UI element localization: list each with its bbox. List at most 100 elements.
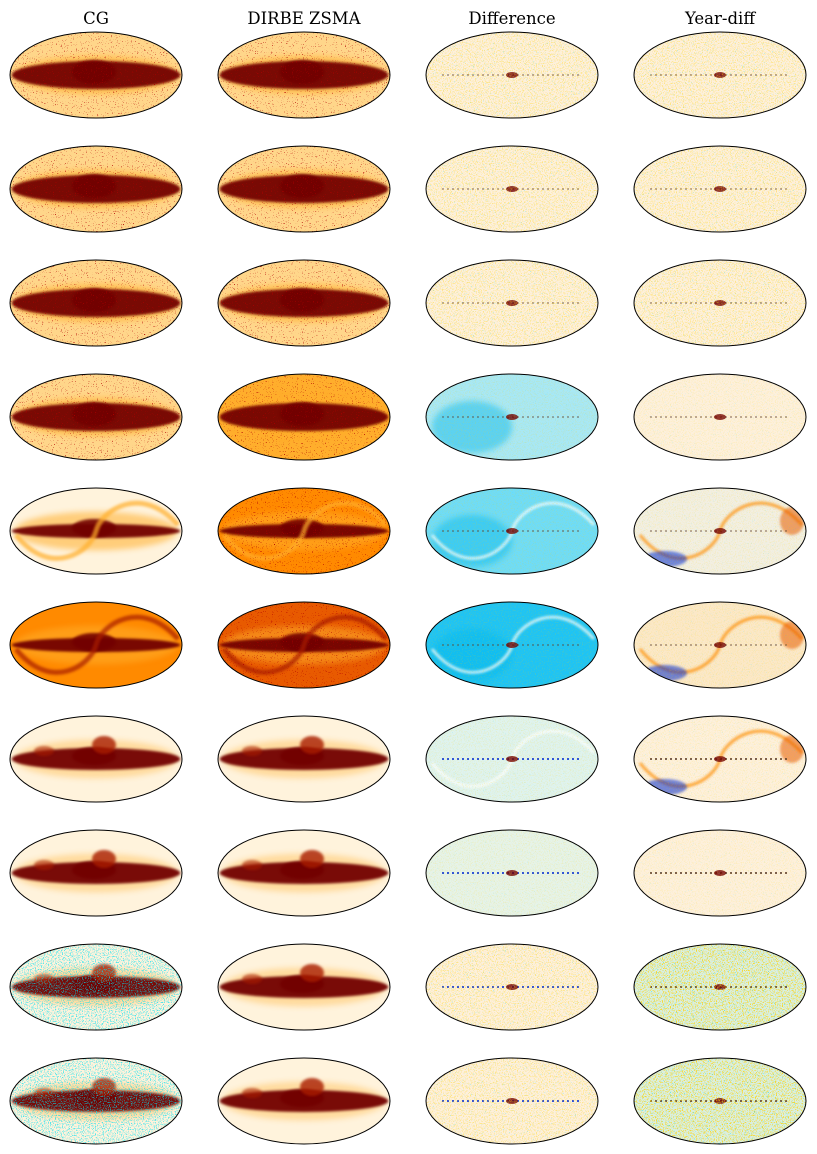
map-panel-r6-c3 bbox=[425, 601, 599, 689]
map-panel-r3-c2 bbox=[217, 259, 391, 347]
mollweide-outline bbox=[9, 259, 183, 347]
outer-cloud bbox=[242, 974, 262, 984]
mollweide-outline bbox=[217, 601, 391, 689]
map-panel-r5-c3 bbox=[425, 487, 599, 575]
residual-speckle-orange bbox=[634, 602, 806, 688]
map-content bbox=[218, 374, 390, 460]
map-panel-r4-c1 bbox=[9, 373, 183, 461]
mollweide-outline bbox=[9, 145, 183, 233]
map-content bbox=[426, 944, 598, 1030]
map-panel-r9-c4 bbox=[633, 943, 807, 1031]
ophiuchus-cloud bbox=[92, 736, 116, 754]
map-content bbox=[426, 716, 598, 802]
noise-speckle bbox=[10, 944, 182, 1030]
mollweide-outline bbox=[217, 1057, 391, 1145]
residual-speckle-orange bbox=[426, 146, 598, 232]
residual-speckle-orange bbox=[426, 374, 598, 460]
map-panel-r4-c4 bbox=[633, 373, 807, 461]
mollweide-outline bbox=[425, 601, 599, 689]
map-content bbox=[634, 830, 806, 916]
map-content bbox=[426, 374, 598, 460]
map-content bbox=[218, 488, 390, 574]
map-panel-r10-c3 bbox=[425, 1057, 599, 1145]
map-panel-r5-c4 bbox=[633, 487, 807, 575]
ophiuchus-cloud bbox=[300, 964, 324, 982]
mollweide-outline bbox=[425, 1057, 599, 1145]
map-panel-r6-c1 bbox=[9, 601, 183, 689]
mollweide-outline bbox=[425, 715, 599, 803]
map-content bbox=[10, 1058, 182, 1144]
residual-speckle-orange bbox=[634, 830, 806, 916]
map-panel-r1-c4 bbox=[633, 31, 807, 119]
map-content bbox=[426, 1058, 598, 1144]
residual-speckle-orange bbox=[634, 260, 806, 346]
residual-speckle-orange bbox=[634, 146, 806, 232]
residual-speckle-orange bbox=[426, 716, 598, 802]
map-content bbox=[218, 1058, 390, 1144]
ophiuchus-cloud bbox=[92, 850, 116, 868]
residual-speckle-orange bbox=[426, 1058, 598, 1144]
map-panel-r2-c3 bbox=[425, 145, 599, 233]
map-content bbox=[218, 830, 390, 916]
map-panel-r10-c1 bbox=[9, 1057, 183, 1145]
map-panel-r9-c2 bbox=[217, 943, 391, 1031]
map-panel-r4-c3 bbox=[425, 373, 599, 461]
mollweide-outline bbox=[633, 1057, 807, 1145]
map-panel-r2-c2 bbox=[217, 145, 391, 233]
point-sources bbox=[10, 32, 182, 118]
mollweide-outline bbox=[425, 31, 599, 119]
mollweide-outline bbox=[9, 829, 183, 917]
map-content bbox=[634, 146, 806, 232]
mollweide-outline bbox=[9, 715, 183, 803]
mollweide-outline bbox=[425, 373, 599, 461]
column-title-2: Difference bbox=[468, 9, 555, 28]
map-content bbox=[634, 602, 806, 688]
mollweide-outline bbox=[633, 829, 807, 917]
map-panel-r8-c1 bbox=[9, 829, 183, 917]
map-panel-r8-c2 bbox=[217, 829, 391, 917]
map-panel-r7-c2 bbox=[217, 715, 391, 803]
point-sources bbox=[218, 32, 390, 118]
map-panel-r7-c4 bbox=[633, 715, 807, 803]
map-content bbox=[10, 146, 182, 232]
map-content bbox=[634, 1058, 806, 1144]
map-panel-r2-c1 bbox=[9, 145, 183, 233]
map-panel-r3-c3 bbox=[425, 259, 599, 347]
map-content bbox=[634, 374, 806, 460]
map-content bbox=[218, 716, 390, 802]
mollweide-outline bbox=[425, 487, 599, 575]
noise-speckle bbox=[10, 1058, 182, 1144]
map-content bbox=[218, 944, 390, 1030]
map-panel-r1-c1 bbox=[9, 31, 183, 119]
residual-speckle-orange bbox=[634, 716, 806, 802]
map-panel-r7-c1 bbox=[9, 715, 183, 803]
map-panel-r5-c1 bbox=[9, 487, 183, 575]
zodiacal-band bbox=[14, 500, 180, 561]
map-content bbox=[426, 146, 598, 232]
map-content bbox=[426, 488, 598, 574]
mollweide-outline bbox=[425, 943, 599, 1031]
mollweide-outline bbox=[633, 259, 807, 347]
ophiuchus-cloud bbox=[300, 850, 324, 868]
map-content bbox=[218, 146, 390, 232]
point-sources bbox=[10, 374, 182, 460]
map-content bbox=[426, 830, 598, 916]
zodiacal-band bbox=[14, 614, 180, 675]
map-content bbox=[634, 488, 806, 574]
map-content bbox=[10, 716, 182, 802]
mollweide-outline bbox=[217, 943, 391, 1031]
map-panel-r6-c4 bbox=[633, 601, 807, 689]
residual-speckle-orange bbox=[426, 944, 598, 1030]
mollweide-outline bbox=[217, 829, 391, 917]
outer-cloud bbox=[34, 746, 54, 756]
map-content bbox=[10, 830, 182, 916]
mollweide-outline bbox=[9, 1057, 183, 1145]
column-title-3: Year-diff bbox=[684, 9, 756, 28]
panel-grid bbox=[9, 31, 807, 1145]
map-panel-r7-c3 bbox=[425, 715, 599, 803]
map-panel-r10-c4 bbox=[633, 1057, 807, 1145]
residual-speckle-orange bbox=[426, 260, 598, 346]
map-content bbox=[218, 32, 390, 118]
residual-speckle-orange bbox=[634, 32, 806, 118]
